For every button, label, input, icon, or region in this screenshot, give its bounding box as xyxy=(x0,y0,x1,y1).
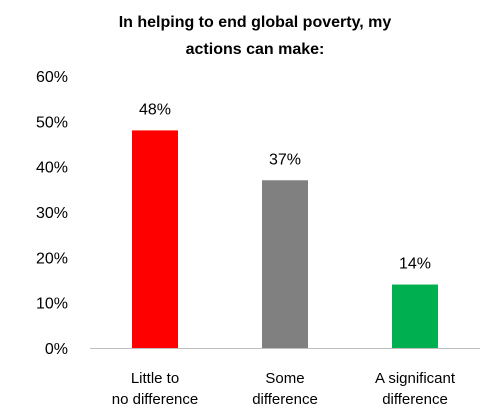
bars: 48% 37% 14% xyxy=(132,101,438,348)
chart-title-line-2: actions can make: xyxy=(186,41,325,58)
x-axis-categories: Little to no difference Some difference A si… xyxy=(112,370,456,408)
y-tick-label: 0% xyxy=(45,341,68,358)
x-category-label: Little to xyxy=(131,370,179,387)
y-tick-label: 20% xyxy=(36,250,68,267)
x-category-label: Some xyxy=(265,370,304,387)
x-category-label: difference xyxy=(382,391,448,408)
x-category-label: A significant xyxy=(375,370,456,387)
x-category-label: no difference xyxy=(112,391,198,408)
y-tick-label: 40% xyxy=(36,160,68,177)
chart-title-line-1: In helping to end global poverty, my xyxy=(119,14,392,31)
bar xyxy=(132,130,178,348)
y-axis-ticks: 0% 10% 20% 30% 40% 50% 60% xyxy=(36,69,68,358)
data-label: 37% xyxy=(269,151,301,168)
data-label: 14% xyxy=(399,256,431,273)
data-label: 48% xyxy=(139,101,171,118)
x-category-label: difference xyxy=(252,391,318,408)
y-tick-label: 50% xyxy=(36,114,68,131)
y-tick-label: 30% xyxy=(36,205,68,222)
bar xyxy=(262,180,308,348)
y-tick-label: 60% xyxy=(36,69,68,86)
bar xyxy=(392,284,438,348)
y-tick-label: 10% xyxy=(36,296,68,313)
